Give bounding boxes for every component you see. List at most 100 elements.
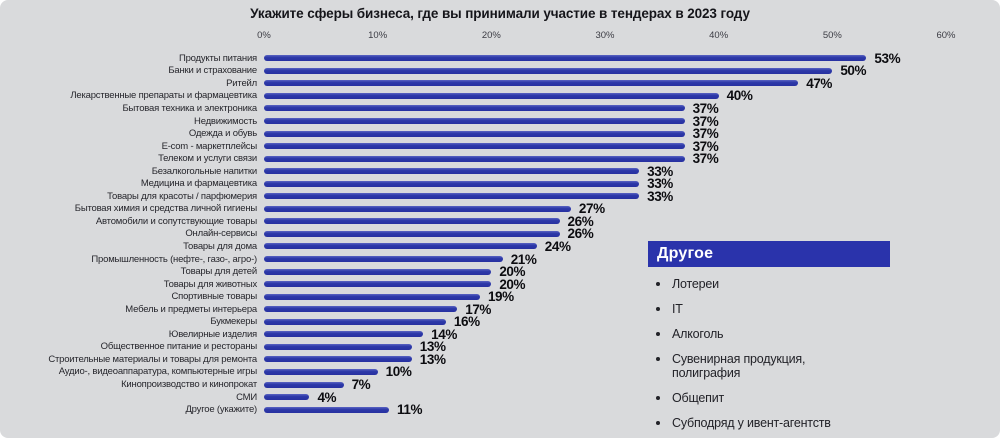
bar-category-label: Ювелирные изделия: [168, 328, 257, 340]
other-panel-item-label: IT: [672, 301, 683, 316]
bar: [264, 381, 344, 388]
bar-track: 40%: [264, 88, 946, 103]
bar-value-label: 26%: [567, 213, 594, 229]
bar-track: 13%: [264, 352, 946, 367]
bar-track: 37%: [264, 114, 946, 129]
bar-row: Одежда и обувь 37%: [0, 126, 1000, 141]
bar-row: Товары для дома 24%: [0, 239, 1000, 254]
bar-category-label: Мебель и предметы интерьера: [125, 303, 257, 315]
bar: [264, 55, 867, 62]
bar-track: 24%: [264, 239, 946, 254]
bullet-icon: [656, 306, 660, 311]
bar-track: 33%: [264, 176, 946, 191]
bar-track: 26%: [264, 214, 946, 229]
bar-row: Другое (укажите) 11%: [0, 402, 1000, 417]
bar: [264, 356, 412, 363]
bar-track: 14%: [264, 327, 946, 342]
bar-row: Банки и страхование 50%: [0, 63, 1000, 78]
bar-category-label: Недвижимость: [194, 115, 257, 127]
bar-category-label: Одежда и обувь: [188, 128, 257, 140]
other-panel-list: Лотереи IT Алкоголь Сувенирная продукция, п…: [648, 277, 890, 438]
x-axis-tick: 10%: [368, 30, 388, 41]
bar-track: 50%: [264, 63, 946, 78]
bar: [264, 268, 492, 275]
other-panel-item-label: Общепит: [672, 390, 725, 405]
bar-value-label: 37%: [692, 138, 719, 154]
bar-value-label: 16%: [453, 314, 480, 330]
bar-row: Автомобили и сопутствующие товары 26%: [0, 214, 1000, 229]
bar-value-label: 17%: [465, 301, 492, 317]
bar-row: Бытовая химия и средства личной гигиены 2…: [0, 201, 1000, 216]
bar-track: 7%: [264, 377, 946, 392]
bar-category-label: Ритейл: [226, 77, 257, 89]
bar-category-label: Онлайн-сервисы: [185, 228, 257, 240]
bar-row: Продукты питания 53%: [0, 51, 1000, 66]
bar-row: Товары для детей 20%: [0, 264, 1000, 279]
other-panel-item: Общепит: [656, 391, 890, 405]
bar-value-label: 26%: [567, 226, 594, 242]
bar-value-label: 33%: [647, 163, 673, 179]
bar-track: 33%: [264, 164, 946, 179]
bar-value-label: 37%: [692, 113, 719, 129]
bar: [264, 243, 537, 250]
bar-value-label: 4%: [317, 389, 337, 405]
bar-category-label: Бытовая химия и средства личной гигиены: [74, 203, 257, 215]
bar-value-label: 7%: [351, 377, 371, 392]
bar-value-label: 20%: [499, 276, 526, 292]
x-axis-tick: 20%: [481, 30, 501, 41]
bar-category-label: Другое (укажите): [185, 404, 257, 416]
bar: [264, 67, 833, 74]
bar-value-label: 19%: [487, 289, 514, 305]
other-panel-item-label: Сувенирная продукция, полиграфия: [672, 351, 806, 380]
bar-track: 13%: [264, 339, 946, 354]
other-panel-item: Сувенирная продукция, полиграфия: [656, 352, 890, 381]
bar: [264, 193, 640, 200]
bar-category-label: Кинопроизводство и кинопрокат: [121, 378, 257, 390]
bar: [264, 293, 480, 300]
bar-track: 33%: [264, 189, 946, 204]
bar-value-label: 40%: [726, 88, 753, 104]
bar-track: 20%: [264, 277, 946, 292]
bar-rows: Продукты питания 53% Банки и страхование 50…: [0, 51, 1000, 417]
bar-row: Товары для красоты / парфюмерия 33%: [0, 189, 1000, 204]
bar-value-label: 50%: [840, 63, 867, 79]
bar: [264, 256, 503, 263]
bar-row: Безалкогольные напитки 33%: [0, 164, 1000, 179]
bar-category-label: Промышленность (нефте-, газо-, агро-): [91, 253, 257, 265]
bar-row: Мебель и предметы интерьера 17%: [0, 301, 1000, 317]
bar-category-label: Аудио-, видеоаппаратура, компьютерные иг…: [58, 366, 257, 378]
bar: [264, 205, 571, 212]
bar-row: Аудио-, видеоаппаратура, компьютерные иг…: [0, 364, 1000, 380]
bar-category-label: Бытовая техника и электроника: [122, 102, 257, 114]
bar: [264, 218, 560, 225]
x-axis-tick: 0%: [257, 30, 271, 41]
bar: [264, 168, 640, 175]
bar-track: 37%: [264, 151, 946, 166]
bar-category-label: Безалкогольные напитки: [151, 165, 257, 177]
bar-track: 26%: [264, 226, 946, 241]
x-axis-tick: 40%: [709, 30, 729, 41]
bar-value-label: 37%: [692, 151, 719, 167]
bar-track: 4%: [264, 390, 946, 405]
bar-track: 19%: [264, 289, 946, 304]
bar-row: Недвижимость 37%: [0, 114, 1000, 129]
bar-track: 37%: [264, 101, 946, 116]
bar-track: 47%: [264, 76, 946, 91]
bar-row: E-com - маркетплейсы 37%: [0, 138, 1000, 154]
bar-category-label: СМИ: [236, 391, 257, 403]
bar-category-label: Медицина и фармацевтика: [140, 178, 257, 190]
bar-row: Ритейл 47%: [0, 76, 1000, 91]
bar-value-label: 10%: [385, 364, 412, 380]
bar: [264, 331, 424, 338]
x-axis-tick: 30%: [595, 30, 615, 41]
bar-row: Спортивные товары 19%: [0, 289, 1000, 304]
bar-category-label: Строительные материалы и товары для ремо…: [48, 353, 257, 365]
bar: [264, 230, 560, 237]
other-panel-header: Другое: [648, 241, 890, 267]
bar-track: 11%: [264, 402, 946, 417]
bar-value-label: 47%: [806, 75, 833, 91]
bar-category-label: Продукты питания: [178, 52, 257, 64]
bar-row: Букмекеры 16%: [0, 314, 1000, 330]
other-panel-item: Субподряд у ивент-агентств: [656, 416, 890, 430]
